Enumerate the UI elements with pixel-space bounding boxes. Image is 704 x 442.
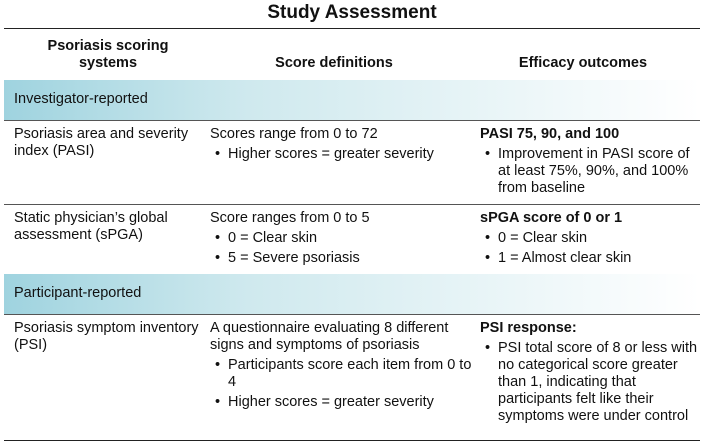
outcome-list: PSI total score of 8 or less with no cat… — [480, 340, 698, 425]
row-spga-system: Static physician’s global assessment (sP… — [14, 210, 168, 243]
row-pasi-outcome: PASI 75, 90, and 100 Improvement in PASI… — [480, 126, 698, 197]
group-label-participant: Participant-reported — [14, 285, 142, 301]
definition-text: Score ranges from 0 to 5 — [210, 210, 370, 226]
outcome-title: PASI 75, 90, and 100 — [480, 126, 620, 142]
list-item: 5 = Severe psoriasis — [210, 250, 470, 267]
row-separator — [4, 314, 700, 315]
header-scoring-systems: Psoriasis scoring systems — [47, 38, 169, 71]
list-item: Participants score each item from 0 to 4 — [210, 357, 472, 391]
row-separator — [4, 204, 700, 205]
header-efficacy-outcomes: Efficacy outcomes — [518, 55, 648, 71]
row-separator — [4, 120, 700, 121]
bottom-rule — [4, 440, 700, 441]
definition-text: A questionnaire evaluating 8 different s… — [210, 320, 449, 353]
list-item: Higher scores = greater severity — [210, 394, 472, 411]
group-label-investigator: Investigator-reported — [14, 91, 148, 107]
outcome-list: Improvement in PASI score of at least 75… — [480, 146, 698, 197]
row-spga-outcome: sPGA score of 0 or 1 0 = Clear skin 1 = … — [480, 210, 698, 267]
list-item: PSI total score of 8 or less with no cat… — [480, 340, 698, 425]
outcome-title: PSI response: — [480, 320, 577, 336]
definition-list: 0 = Clear skin 5 = Severe psoriasis — [210, 230, 470, 267]
top-rule — [4, 28, 700, 29]
definition-list: Participants score each item from 0 to 4… — [210, 357, 472, 411]
list-item: Higher scores = greater severity — [210, 146, 470, 163]
header-score-definitions: Score definitions — [275, 55, 393, 71]
group-band-investigator: Investigator-reported — [4, 80, 700, 120]
row-psi-system: Psoriasis symptom inventory (PSI) — [14, 320, 199, 353]
outcome-title: sPGA score of 0 or 1 — [480, 210, 623, 226]
row-psi-definition: A questionnaire evaluating 8 different s… — [210, 320, 472, 411]
row-pasi-definition: Scores range from 0 to 72 Higher scores … — [210, 126, 470, 163]
row-pasi-system: Psoriasis area and severity index (PASI) — [14, 126, 189, 159]
definition-text: Scores range from 0 to 72 — [210, 126, 378, 142]
list-item: 0 = Clear skin — [210, 230, 470, 247]
definition-list: Higher scores = greater severity — [210, 146, 470, 163]
outcome-list: 0 = Clear skin 1 = Almost clear skin — [480, 230, 698, 267]
list-item: Improvement in PASI score of at least 75… — [480, 146, 698, 197]
list-item: 0 = Clear skin — [480, 230, 698, 247]
page-title: Study Assessment — [267, 2, 437, 23]
list-item: 1 = Almost clear skin — [480, 250, 698, 267]
row-spga-definition: Score ranges from 0 to 5 0 = Clear skin … — [210, 210, 470, 267]
row-psi-outcome: PSI response: PSI total score of 8 or le… — [480, 320, 698, 425]
group-band-participant: Participant-reported — [4, 274, 700, 314]
